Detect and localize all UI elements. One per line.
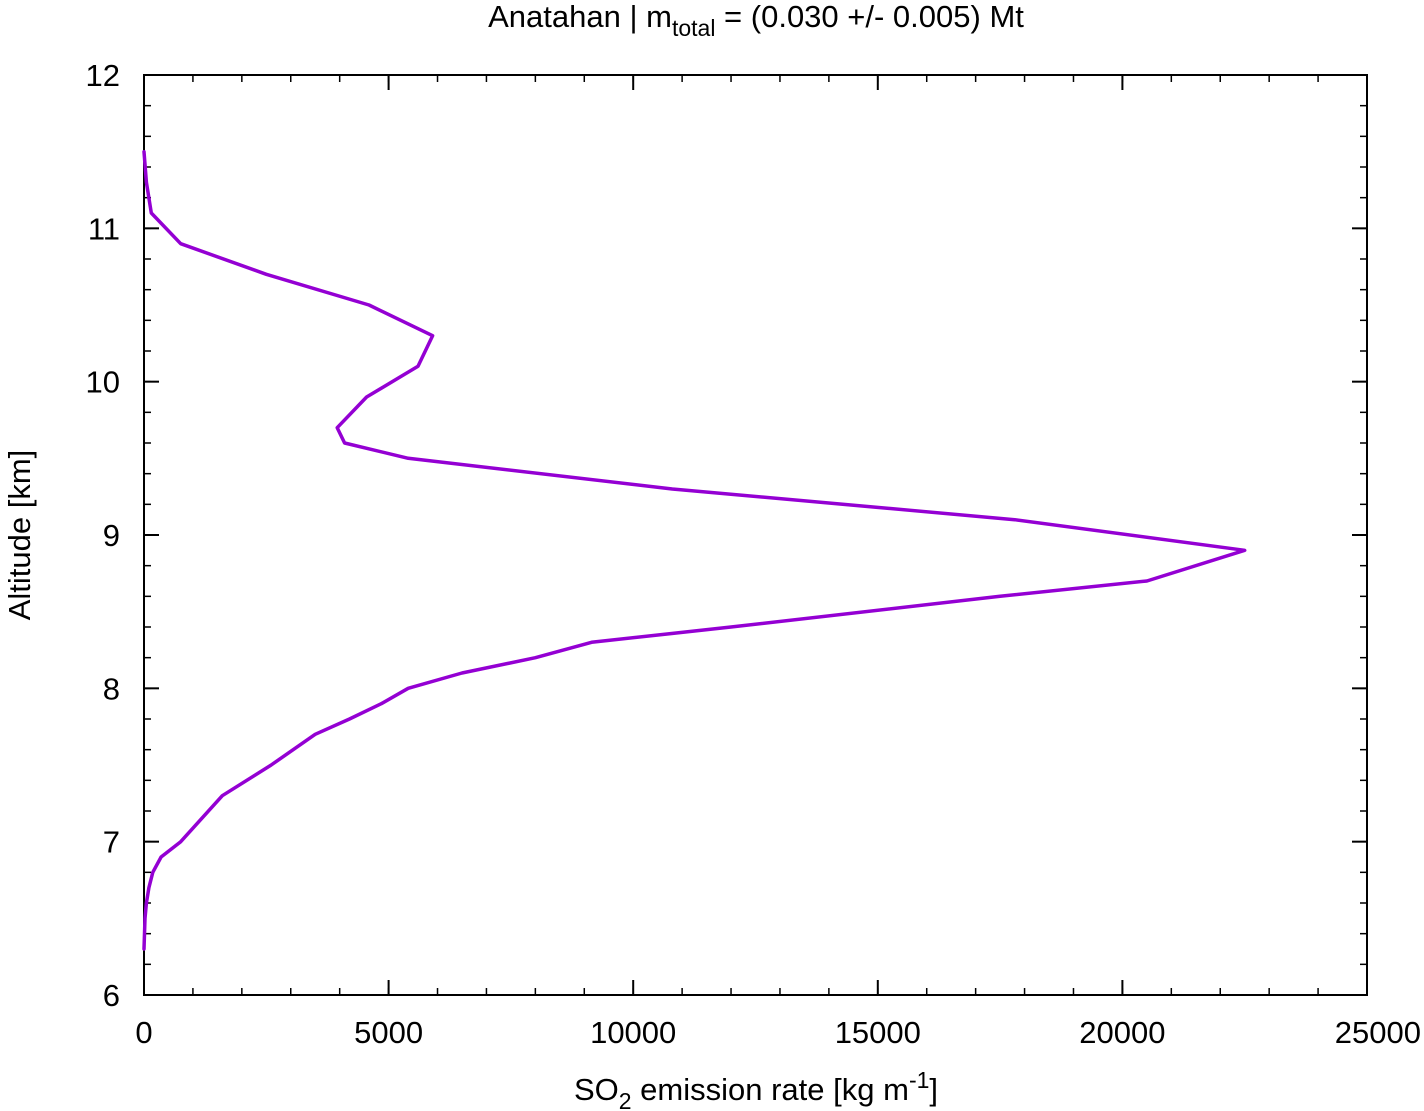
x-tick-label: 15000 xyxy=(835,1015,921,1050)
y-tick-label: 10 xyxy=(86,365,120,400)
y-tick-label: 9 xyxy=(103,518,120,553)
x-axis-ticks xyxy=(143,75,1368,995)
y-axis-ticks xyxy=(144,74,1367,996)
plot-frame xyxy=(143,74,1368,996)
y-tick-label: 11 xyxy=(88,211,120,246)
y-axis-label: Altitude [km] xyxy=(2,450,37,621)
y-tick-label: 7 xyxy=(103,825,120,860)
x-tick-label: 10000 xyxy=(590,1015,676,1050)
x-axis-label: SO2 emission rate [kg m-1] xyxy=(574,1067,938,1111)
x-tick-label: 25000 xyxy=(1335,1015,1421,1050)
x-tick-label: 0 xyxy=(135,1015,152,1050)
x-tick-label: 20000 xyxy=(1079,1015,1165,1050)
x-axis-tick-labels: 0 5000 10000 15000 20000 25000 xyxy=(135,1015,1421,1050)
y-axis-tick-labels: 6 7 8 9 10 11 12 xyxy=(86,58,120,1013)
series-line-so2-emission xyxy=(142,149,1247,951)
y-tick-label: 12 xyxy=(86,58,120,93)
chart-title: Anatahan | mtotal = (0.030 +/- 0.005) Mt xyxy=(488,0,1024,41)
y-tick-label: 8 xyxy=(103,671,120,706)
y-tick-label: 6 xyxy=(103,978,120,1013)
x-tick-label: 5000 xyxy=(354,1015,423,1050)
